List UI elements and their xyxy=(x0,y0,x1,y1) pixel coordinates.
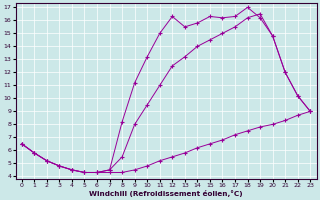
X-axis label: Windchill (Refroidissement éolien,°C): Windchill (Refroidissement éolien,°C) xyxy=(89,190,243,197)
